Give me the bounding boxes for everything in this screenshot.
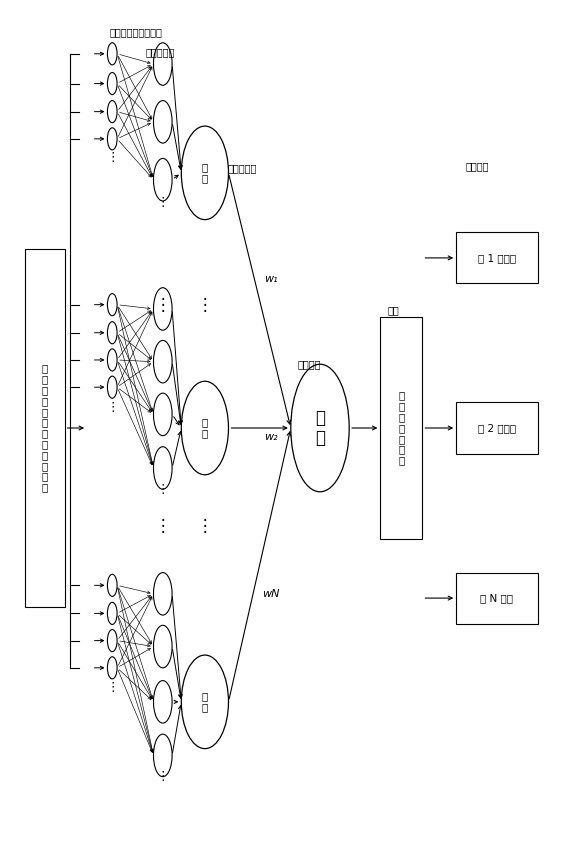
Text: ⋮: ⋮ xyxy=(156,196,169,209)
Text: ⋮: ⋮ xyxy=(197,517,213,535)
Ellipse shape xyxy=(107,629,117,651)
FancyBboxPatch shape xyxy=(456,402,538,454)
Text: 第 2 级信用: 第 2 级信用 xyxy=(478,423,516,433)
Text: 分类: 分类 xyxy=(387,306,399,316)
Ellipse shape xyxy=(154,158,172,201)
Ellipse shape xyxy=(181,655,229,749)
Ellipse shape xyxy=(107,322,117,344)
Text: 求
和: 求 和 xyxy=(315,409,325,447)
Ellipse shape xyxy=(107,376,117,398)
Ellipse shape xyxy=(291,364,349,492)
Ellipse shape xyxy=(107,128,117,150)
FancyBboxPatch shape xyxy=(380,318,422,538)
Text: wN: wN xyxy=(263,589,280,599)
Text: 第二级指标: 第二级指标 xyxy=(146,47,175,57)
Ellipse shape xyxy=(154,341,172,383)
Ellipse shape xyxy=(181,126,229,220)
Ellipse shape xyxy=(107,349,117,371)
Text: ⋮: ⋮ xyxy=(106,681,119,694)
Text: 信用评级: 信用评级 xyxy=(466,161,489,171)
Text: ⋮: ⋮ xyxy=(154,295,171,313)
FancyBboxPatch shape xyxy=(26,249,65,607)
Ellipse shape xyxy=(107,43,117,65)
Ellipse shape xyxy=(154,625,172,668)
Ellipse shape xyxy=(107,603,117,625)
Text: 第 1 级信用: 第 1 级信用 xyxy=(478,253,516,263)
Ellipse shape xyxy=(107,657,117,679)
Ellipse shape xyxy=(107,100,117,122)
Ellipse shape xyxy=(154,447,172,490)
Text: 各
三
级
指
标
属
性
的
分
值
输
入: 各 三 级 指 标 属 性 的 分 值 输 入 xyxy=(42,364,48,492)
Text: 求
和: 求 和 xyxy=(202,418,208,438)
Ellipse shape xyxy=(154,734,172,776)
Text: ⋮: ⋮ xyxy=(154,517,171,535)
Ellipse shape xyxy=(154,43,172,86)
Text: 信用评分: 信用评分 xyxy=(298,360,321,369)
Ellipse shape xyxy=(181,381,229,475)
FancyBboxPatch shape xyxy=(456,232,538,283)
Ellipse shape xyxy=(154,393,172,436)
Ellipse shape xyxy=(154,573,172,615)
Text: w₁: w₁ xyxy=(264,274,278,284)
Text: 求
和: 求 和 xyxy=(202,692,208,712)
Text: 第一级指标: 第一级指标 xyxy=(227,163,257,174)
Ellipse shape xyxy=(154,288,172,330)
Text: ⋮: ⋮ xyxy=(106,151,119,164)
Text: 线
性
分
段
分
类
器: 线 性 分 段 分 类 器 xyxy=(398,390,404,466)
Text: 求
和: 求 和 xyxy=(202,163,208,183)
Ellipse shape xyxy=(154,100,172,143)
FancyBboxPatch shape xyxy=(456,573,538,624)
Text: 第三级指标（属性）: 第三级指标（属性） xyxy=(109,27,162,38)
Text: w₂: w₂ xyxy=(264,431,278,442)
Text: ⋮: ⋮ xyxy=(156,770,169,783)
Text: ⋮: ⋮ xyxy=(197,295,213,313)
Ellipse shape xyxy=(154,681,172,723)
Text: 第 N 级信: 第 N 级信 xyxy=(480,593,513,603)
Ellipse shape xyxy=(107,294,117,316)
Ellipse shape xyxy=(107,73,117,95)
Ellipse shape xyxy=(107,574,117,597)
Text: ⋮: ⋮ xyxy=(106,401,119,414)
Text: ⋮: ⋮ xyxy=(156,483,169,496)
